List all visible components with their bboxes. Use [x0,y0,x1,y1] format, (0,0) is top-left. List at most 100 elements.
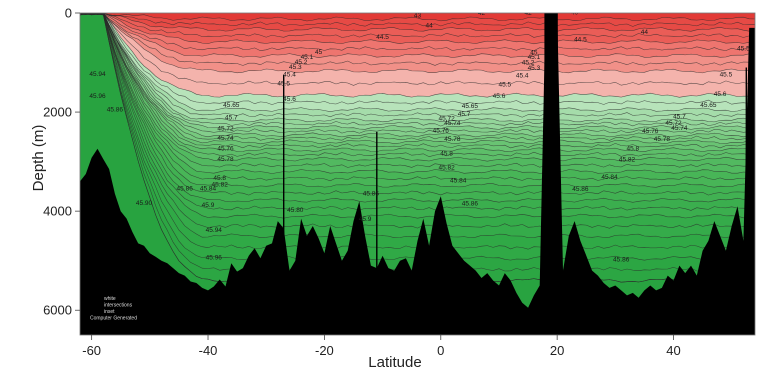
contour-value-label: 42 [478,10,486,17]
contour-value-label: 45.7 [673,114,686,121]
contour-value-label: 45.6 [714,91,727,98]
contour-value-label: 45.80 [287,207,304,214]
contour-value-label: 45.65 [223,102,240,109]
corner-note-line: white [104,296,116,302]
contour-line [80,13,755,27]
contour-value-label: 45.78 [444,136,461,143]
x-tick-label: -40 [199,343,218,358]
contour-value-label: 45.86 [363,190,380,197]
contour-line [80,13,755,123]
contour-line [82,13,755,196]
contour-value-label: 45.3 [528,65,541,72]
contour-line [80,13,755,162]
y-axis-title: Depth (m) [30,125,47,192]
contour-line [80,13,755,112]
contour-value-label: 45.76 [642,128,659,135]
contour-value-label: 45.65 [700,102,717,109]
contour-line [80,13,755,168]
seafloor-mask [80,13,755,335]
contour-line [80,13,755,211]
contour-line [80,13,755,203]
contour-value-label: 45.86 [572,186,589,193]
contour-value-label: 45.74 [671,125,688,132]
contour-value-label: 45.8 [213,175,226,182]
contour-value-label: 45.72 [217,125,234,132]
contour-value-label: 45.5 [720,71,733,78]
contour-value-label: 45.1 [301,54,314,61]
contour-value-label: 45.6 [283,96,296,103]
contour-value-label: 45 [315,49,323,56]
contour-value-label: 45.96 [206,255,223,262]
contour-value-label: 45.2 [295,59,308,66]
contour-value-label: 45.86 [177,185,194,192]
axes: -60 -40 -20 0 20 40 0 2000 4000 6000 [43,6,681,359]
plot-frame [79,12,756,336]
contour-value-label: 45.86 [613,257,630,264]
contour-value-label: 45.8 [440,151,453,158]
contour-value-label: 45.8 [626,146,639,153]
contour-value-label: 40 [571,10,579,17]
contour-value-label: 42 [524,10,532,17]
contour-value-label: 45.82 [438,165,455,172]
contour-value-label: 45.78 [217,156,234,163]
contour-line [80,13,755,38]
contour-line [80,13,755,74]
contour-value-label: 45.86 [107,107,124,114]
contour-line [80,13,755,149]
x-tick-label: -60 [82,343,101,358]
contour-line [80,13,755,229]
contour-line [80,13,755,66]
contour-value-label: 45.82 [212,181,229,188]
y-tick-label: 6000 [43,303,72,318]
contour-value-label: 45.76 [217,146,234,153]
contour-lines [80,13,755,283]
contour-value-label: 45.9 [202,202,215,209]
contour-line [80,13,755,58]
contour-line [80,13,755,118]
contour-value-label: 45.4 [283,71,296,78]
contour-value-label: 45.7 [225,115,238,122]
corner-note-line: Computer Generated [90,316,137,322]
contour-line [80,13,755,98]
contour-value-label: 45.72 [665,120,682,127]
contour-line [80,13,755,145]
contour-line [80,13,755,219]
contour-line [80,13,755,188]
contour-line [81,13,755,51]
contour-value-label: 45.7 [458,111,471,118]
contour-value-label: 45.3 [289,64,302,71]
contour-line [80,13,755,134]
contour-line [80,13,755,105]
contour-value-label: 44.5 [574,37,587,44]
x-axis-title: Latitude [368,354,421,371]
contour-line [80,13,755,130]
contour-value-label: 45 [530,50,538,57]
contour-labels: 43 42 42 404444.54444.54545.145.245.345.445… [89,10,750,264]
contour-value-label: 45.9 [359,216,372,223]
contour-value-label: 45.5 [498,81,511,88]
contour-line [80,13,755,174]
contour-line [80,13,755,138]
contour-value-label: 45.94 [206,227,223,234]
contour-value-label: 45.78 [654,136,671,143]
corner-note-line: intersections [104,303,133,309]
contour-value-label: 45.74 [444,120,461,127]
contour-value-label: 44.5 [376,34,389,41]
plot-area: 43 42 42 404444.54444.54545.145.245.345.445… [80,10,755,335]
land-gap [544,13,558,335]
y-tick-label: 4000 [43,204,72,219]
contour-line [80,13,755,182]
contour-line [80,13,755,32]
contour-value-label: 45.72 [438,116,455,123]
contour-value-label: 45.84 [601,174,618,181]
contour-value-label: 45.5 [277,80,290,87]
contour-value-label: 45.5 [737,46,750,53]
contour-line [83,13,755,127]
contour-value-label: 45.76 [433,127,450,134]
contour-line [80,13,755,157]
x-tick-label: -20 [315,343,334,358]
contour-line [80,13,755,45]
contour-value-label: 45.94 [89,71,106,78]
